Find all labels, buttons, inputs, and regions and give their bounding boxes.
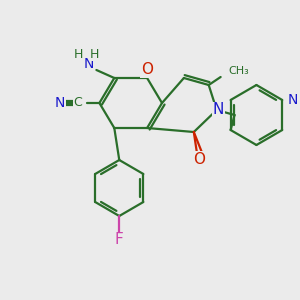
Text: F: F	[115, 232, 124, 247]
Text: H: H	[74, 47, 83, 61]
Text: CH₃: CH₃	[229, 66, 249, 76]
Text: N: N	[213, 103, 224, 118]
Text: H: H	[90, 47, 99, 61]
Text: O: O	[141, 62, 153, 77]
Text: N: N	[83, 57, 94, 71]
Text: O: O	[193, 152, 205, 166]
Text: N: N	[54, 96, 65, 110]
Text: C: C	[73, 97, 82, 110]
Text: N: N	[287, 93, 298, 107]
